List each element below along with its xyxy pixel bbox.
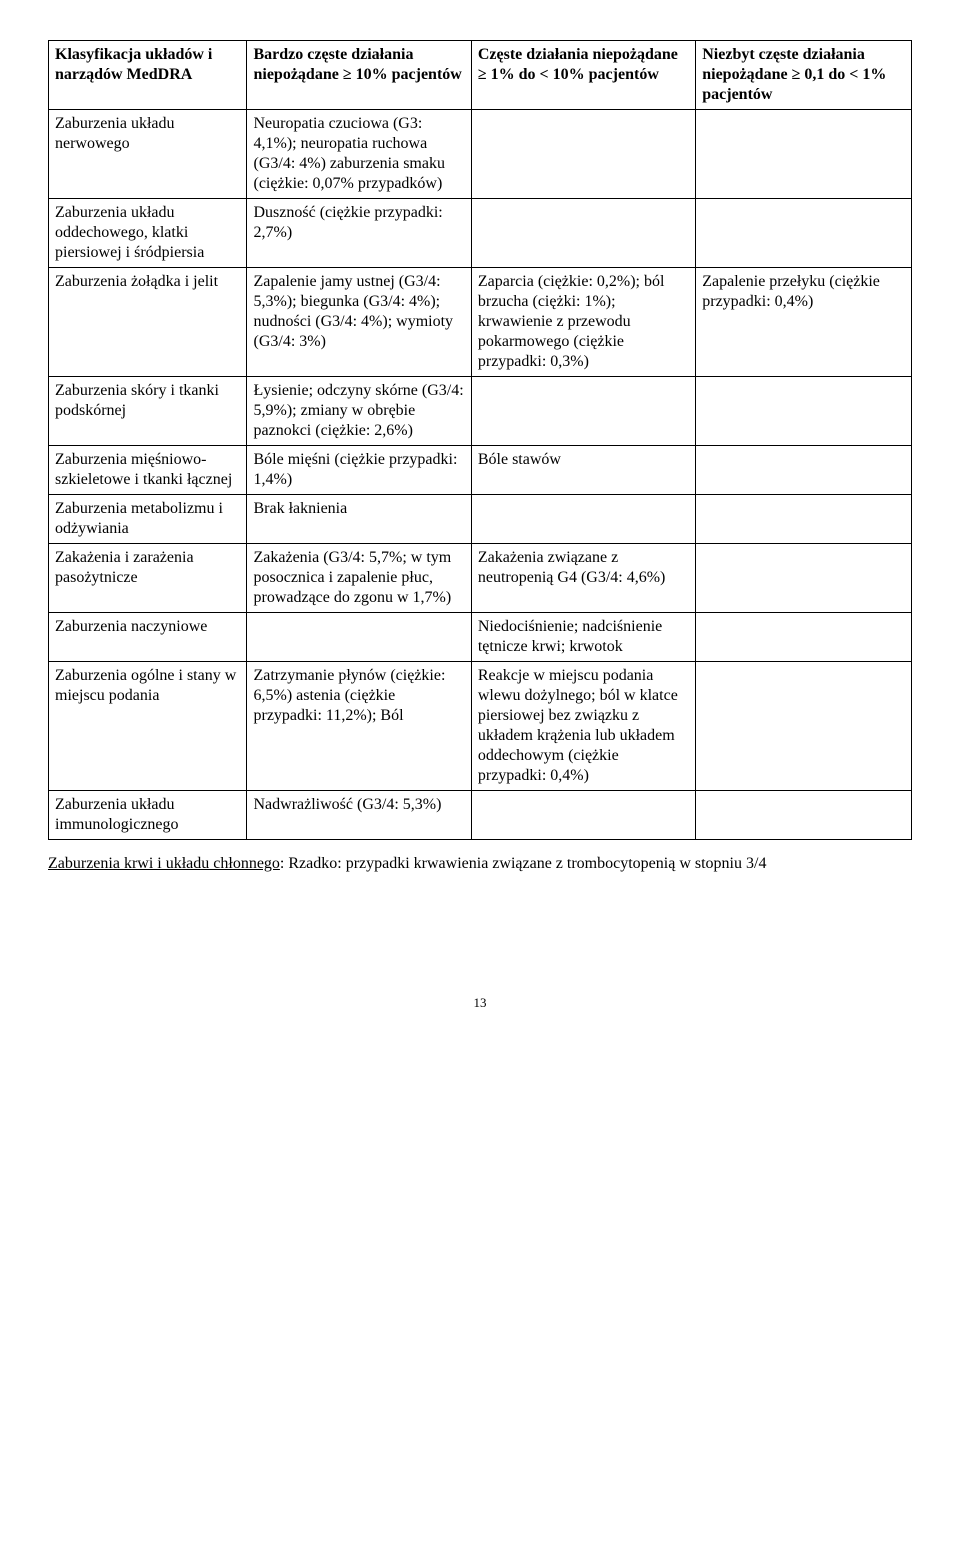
cell-c1: Zaburzenia skóry i tkanki podskórnej — [49, 377, 247, 446]
adverse-events-table: Klasyfikacja układów i narządów MedDRA B… — [48, 40, 912, 840]
cell-c1: Zaburzenia układu nerwowego — [49, 110, 247, 199]
cell-c2: Łysienie; odczyny skórne (G3/4: 5,9%); z… — [247, 377, 471, 446]
cell-c3 — [471, 110, 695, 199]
header-very-common: Bardzo częste działania niepożądane ≥ 10… — [247, 41, 471, 110]
footer-note: Zaburzenia krwi i układu chłonnego: Rzad… — [48, 854, 912, 875]
cell-c1: Zakażenia i zarażenia pasożytnicze — [49, 544, 247, 613]
cell-c2: Bóle mięśni (ciężkie przypadki: 1,4%) — [247, 446, 471, 495]
table-row: Zaburzenia żołądka i jelitZapalenie jamy… — [49, 268, 912, 377]
cell-c3 — [471, 199, 695, 268]
table-row: Zaburzenia mięśniowo-szkieletowe i tkank… — [49, 446, 912, 495]
cell-c2: Nadwrażliwość (G3/4: 5,3%) — [247, 791, 471, 840]
cell-c4 — [696, 446, 912, 495]
cell-c3: Zakażenia związane z neutropenią G4 (G3/… — [471, 544, 695, 613]
page-number: 13 — [48, 995, 912, 1011]
header-uncommon: Niezbyt częste działania niepożądane ≥ 0… — [696, 41, 912, 110]
cell-c4 — [696, 791, 912, 840]
table-row: Zaburzenia metabolizmu i odżywianiaBrak … — [49, 495, 912, 544]
cell-c2: Duszność (ciężkie przypadki: 2,7%) — [247, 199, 471, 268]
cell-c1: Zaburzenia układu oddechowego, klatki pi… — [49, 199, 247, 268]
table-row: Zaburzenia układu nerwowegoNeuropatia cz… — [49, 110, 912, 199]
cell-c4: Zapalenie przełyku (ciężkie przypadki: 0… — [696, 268, 912, 377]
table-row: Zaburzenia naczyniowe Niedociśnienie; nad… — [49, 613, 912, 662]
header-classification: Klasyfikacja układów i narządów MedDRA — [49, 41, 247, 110]
cell-c1: Zaburzenia naczyniowe — [49, 613, 247, 662]
cell-c2: Zapalenie jamy ustnej (G3/4: 5,3%); bieg… — [247, 268, 471, 377]
cell-c3: Niedociśnienie; nadciśnienie tętnicze kr… — [471, 613, 695, 662]
header-common: Częste działania niepożądane ≥ 1% do < 1… — [471, 41, 695, 110]
table-header-row: Klasyfikacja układów i narządów MedDRA B… — [49, 41, 912, 110]
cell-c1: Zaburzenia żołądka i jelit — [49, 268, 247, 377]
cell-c3 — [471, 377, 695, 446]
cell-c2: Zatrzymanie płynów (ciężkie: 6,5%) asten… — [247, 662, 471, 791]
cell-c4 — [696, 110, 912, 199]
cell-c4 — [696, 662, 912, 791]
cell-c3 — [471, 791, 695, 840]
cell-c2: Neuropatia czuciowa (G3: 4,1%); neuropat… — [247, 110, 471, 199]
cell-c3: Zaparcia (ciężkie: 0,2%); ból brzucha (c… — [471, 268, 695, 377]
cell-c3 — [471, 495, 695, 544]
cell-c1: Zaburzenia układu immunologicznego — [49, 791, 247, 840]
table-row: Zakażenia i zarażenia pasożytniczeZakaże… — [49, 544, 912, 613]
cell-c1: Zaburzenia ogólne i stany w miejscu poda… — [49, 662, 247, 791]
cell-c1: Zaburzenia mięśniowo-szkieletowe i tkank… — [49, 446, 247, 495]
table-row: Zaburzenia układu oddechowego, klatki pi… — [49, 199, 912, 268]
cell-c4 — [696, 377, 912, 446]
cell-c4 — [696, 495, 912, 544]
cell-c2 — [247, 613, 471, 662]
cell-c1: Zaburzenia metabolizmu i odżywiania — [49, 495, 247, 544]
table-row: Zaburzenia skóry i tkanki podskórnejŁysi… — [49, 377, 912, 446]
table-row: Zaburzenia układu immunologicznegoNadwra… — [49, 791, 912, 840]
cell-c4 — [696, 199, 912, 268]
cell-c4 — [696, 613, 912, 662]
cell-c3: Reakcje w miejscu podania wlewu dożylneg… — [471, 662, 695, 791]
cell-c4 — [696, 544, 912, 613]
cell-c2: Brak łaknienia — [247, 495, 471, 544]
cell-c3: Bóle stawów — [471, 446, 695, 495]
cell-c2: Zakażenia (G3/4: 5,7%; w tym posocznica … — [247, 544, 471, 613]
table-row: Zaburzenia ogólne i stany w miejscu poda… — [49, 662, 912, 791]
footer-rest: : Rzadko: przypadki krwawienia związane … — [280, 855, 767, 872]
footer-underlined: Zaburzenia krwi i układu chłonnego — [48, 855, 280, 872]
